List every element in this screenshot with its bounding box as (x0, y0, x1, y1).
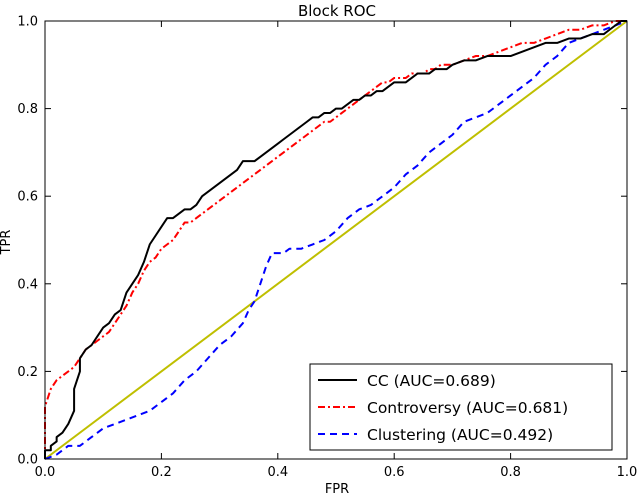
legend-label-cc: CC (AUC=0.689) (367, 372, 496, 390)
x-tick-label: 0.0 (35, 465, 56, 480)
y-tick-label: 1.0 (17, 15, 38, 30)
y-tick-label: 0.6 (17, 190, 38, 205)
x-tick-label: 0.4 (267, 465, 288, 480)
x-axis-label: FPR (325, 482, 349, 494)
legend-item-clustering: Clustering (AUC=0.492) (318, 426, 553, 444)
y-tick-label: 0.4 (17, 277, 38, 292)
y-axis-label: TPR (0, 230, 14, 256)
legend: CC (AUC=0.689) Controversy (AUC=0.681) C… (309, 363, 613, 451)
legend-item-controversy: Controversy (AUC=0.681) (318, 399, 568, 417)
x-tick-label: 0.2 (151, 465, 172, 480)
series-line-cc (44, 20, 627, 459)
series-line-clustering (44, 20, 628, 460)
legend-box (309, 363, 613, 451)
plot-area (44, 20, 628, 460)
axes-frame (44, 20, 628, 460)
x-tick-label: 0.6 (384, 465, 405, 480)
series-layer (44, 20, 628, 460)
legend-label-clustering: Clustering (AUC=0.492) (367, 426, 553, 444)
x-tick-label: 0.8 (500, 465, 521, 480)
chart-title: Block ROC (298, 2, 376, 20)
y-tick-label: 0.8 (17, 102, 38, 117)
series-line-random-baseline (44, 20, 628, 460)
y-tick-label: 0.0 (17, 453, 38, 468)
tick-label-layer: 0.0 0.2 0.4 0.6 0.8 1.0 0.0 0.2 0.4 0.6 0.8 1.0 (17, 15, 637, 481)
x-tick-label: 1.0 (617, 465, 638, 480)
legend-item-cc: CC (AUC=0.689) (318, 372, 496, 390)
y-tick-label: 0.2 (17, 365, 38, 380)
legend-label-controversy: Controversy (AUC=0.681) (367, 399, 568, 417)
